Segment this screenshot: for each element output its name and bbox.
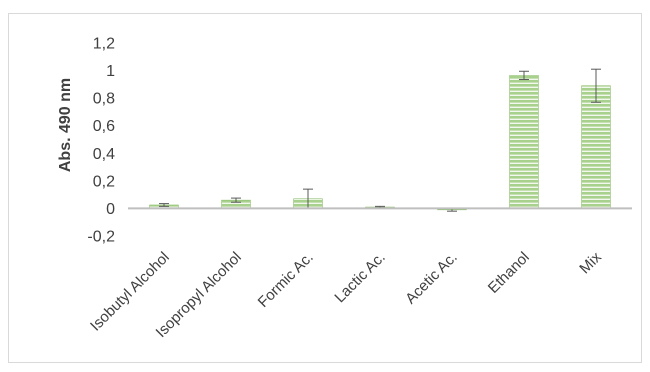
y-tick-label: 0,6 [93, 118, 115, 135]
y-tick-label: 0 [106, 201, 115, 218]
x-tick-label: Lactic Ac. [331, 249, 388, 306]
x-tick-label: Formic Ac. [255, 249, 317, 311]
error-bar [159, 203, 169, 207]
y-tick-label: 1,2 [93, 36, 115, 53]
y-tick-label: 0,4 [93, 146, 115, 163]
y-axis-title: Abs. 490 nm [57, 78, 74, 172]
bar [581, 85, 611, 209]
x-tick-label: Mix [576, 248, 605, 277]
y-tick-label: -0,2 [87, 229, 115, 246]
x-tick-label: Acetic Ac. [402, 249, 461, 308]
error-bar [231, 197, 241, 203]
error-bar [591, 68, 601, 103]
bar [509, 75, 539, 209]
y-tick-label: 1 [106, 63, 115, 80]
x-tick-label: Ethanol [485, 249, 533, 297]
y-tick-label: 0,8 [93, 91, 115, 108]
error-bar [519, 70, 529, 81]
y-tick-label: 0,2 [93, 173, 115, 190]
